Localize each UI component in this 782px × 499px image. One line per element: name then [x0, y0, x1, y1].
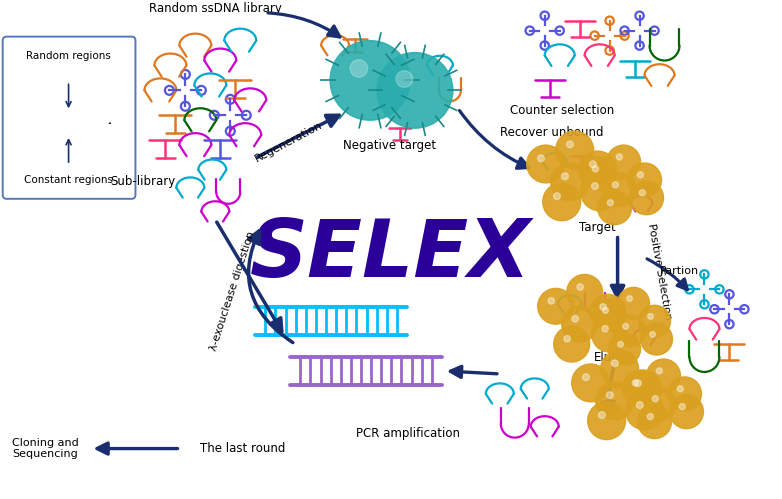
Circle shape [592, 316, 628, 352]
Circle shape [616, 154, 622, 160]
Circle shape [656, 368, 662, 374]
FancyBboxPatch shape [88, 111, 119, 135]
Circle shape [548, 298, 554, 304]
Circle shape [639, 190, 645, 196]
Circle shape [396, 71, 413, 87]
Circle shape [594, 299, 626, 331]
Circle shape [591, 183, 598, 190]
Circle shape [598, 412, 605, 419]
Circle shape [643, 387, 676, 421]
Circle shape [561, 173, 569, 180]
Circle shape [581, 173, 619, 211]
Text: λ-exouclease digestion: λ-exouclease digestion [208, 231, 256, 352]
FancyBboxPatch shape [13, 111, 44, 135]
Circle shape [600, 304, 606, 310]
Circle shape [637, 402, 644, 409]
Text: Constant regions: Constant regions [24, 175, 113, 185]
Circle shape [583, 157, 616, 191]
Text: Elution: Elution [594, 350, 635, 363]
Circle shape [680, 404, 685, 410]
Circle shape [612, 182, 619, 188]
Circle shape [612, 360, 619, 367]
Circle shape [551, 163, 589, 201]
Text: Regeneration: Regeneration [253, 120, 324, 164]
FancyBboxPatch shape [2, 36, 135, 199]
Circle shape [614, 315, 646, 347]
Circle shape [637, 172, 644, 178]
Circle shape [602, 325, 608, 332]
Circle shape [647, 414, 653, 420]
Circle shape [592, 166, 598, 172]
Text: Random ssDNA library: Random ssDNA library [149, 2, 282, 15]
Circle shape [330, 40, 410, 120]
Circle shape [622, 371, 657, 405]
Circle shape [538, 288, 574, 324]
Circle shape [590, 161, 597, 168]
Text: Positive Selection: Positive Selection [646, 223, 673, 320]
Circle shape [567, 274, 603, 310]
FancyBboxPatch shape [44, 111, 88, 135]
Circle shape [350, 60, 368, 77]
Circle shape [561, 306, 597, 342]
Text: Partion: Partion [660, 266, 699, 276]
Circle shape [566, 141, 573, 148]
Circle shape [556, 131, 594, 169]
Circle shape [647, 313, 654, 319]
Circle shape [590, 294, 626, 330]
Circle shape [608, 200, 613, 206]
Circle shape [677, 386, 683, 392]
Circle shape [623, 370, 662, 408]
Circle shape [601, 350, 639, 388]
Circle shape [647, 359, 680, 393]
Text: Negative target: Negative target [343, 139, 436, 152]
Text: Counter selection: Counter selection [510, 104, 614, 117]
Circle shape [554, 193, 561, 200]
Circle shape [537, 155, 544, 162]
Circle shape [597, 191, 632, 225]
Text: Sub-library: Sub-library [109, 175, 175, 189]
Circle shape [607, 145, 640, 179]
Circle shape [628, 163, 662, 197]
Circle shape [572, 364, 610, 402]
Circle shape [564, 335, 570, 342]
Circle shape [626, 295, 633, 301]
Circle shape [608, 333, 640, 365]
Circle shape [622, 323, 629, 329]
Text: Target: Target [579, 221, 616, 234]
Text: Recover unbound: Recover unbound [500, 126, 603, 139]
Circle shape [554, 326, 590, 362]
Text: The last round: The last round [199, 442, 285, 455]
Circle shape [577, 284, 583, 290]
Text: SELEX: SELEX [249, 216, 531, 293]
Circle shape [652, 396, 658, 402]
Circle shape [639, 305, 670, 337]
Circle shape [603, 173, 637, 207]
Circle shape [640, 323, 673, 355]
Circle shape [618, 341, 623, 347]
Circle shape [587, 402, 626, 440]
Circle shape [633, 380, 638, 386]
Circle shape [603, 307, 608, 313]
Text: Random regions: Random regions [26, 50, 111, 60]
Circle shape [596, 382, 633, 420]
Circle shape [543, 183, 581, 221]
Text: PCR amplification: PCR amplification [356, 427, 460, 440]
Circle shape [630, 181, 663, 215]
Circle shape [527, 145, 565, 183]
Circle shape [668, 377, 701, 411]
Circle shape [637, 405, 672, 439]
Circle shape [618, 287, 650, 319]
Circle shape [583, 374, 590, 381]
Circle shape [572, 315, 579, 322]
Circle shape [626, 392, 663, 430]
Circle shape [579, 151, 616, 189]
Text: Cloning and
Sequencing: Cloning and Sequencing [13, 438, 79, 460]
Circle shape [607, 392, 613, 399]
Circle shape [650, 331, 655, 337]
Circle shape [669, 395, 704, 429]
Circle shape [634, 380, 641, 387]
Circle shape [377, 52, 453, 128]
